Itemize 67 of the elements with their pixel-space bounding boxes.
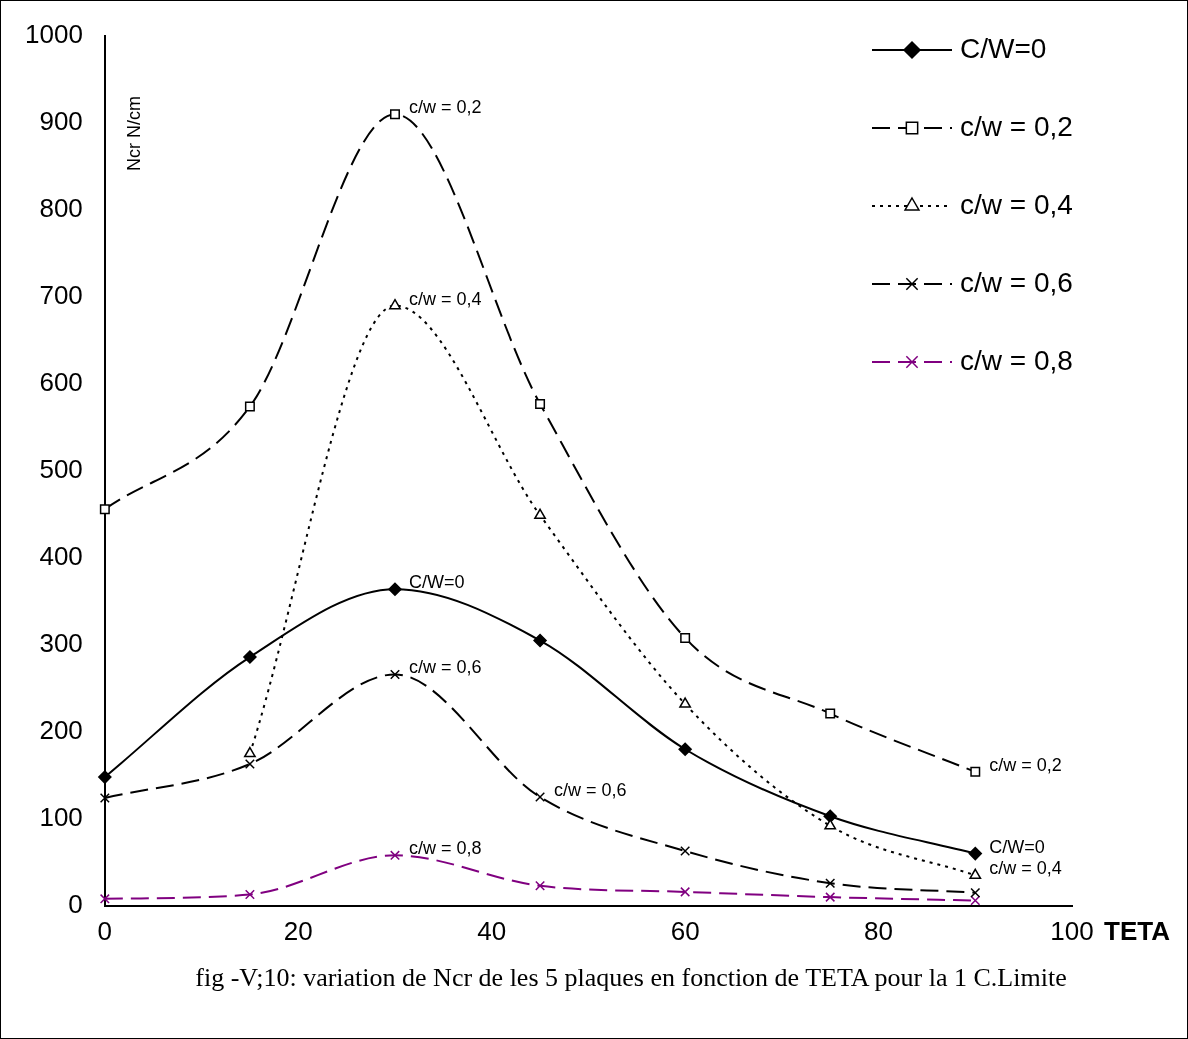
legend-label: C/W=0 — [960, 32, 1047, 64]
point — [825, 878, 836, 889]
point — [535, 880, 546, 891]
x-tick-label: 100 — [1050, 915, 1094, 946]
point — [680, 632, 691, 643]
legend-label: c/w = 0,8 — [960, 344, 1073, 376]
y-tick-label: 700 — [39, 280, 83, 311]
point — [243, 746, 256, 758]
x-axis-title: TETA — [1104, 915, 1171, 946]
point — [970, 887, 981, 898]
point — [535, 398, 546, 409]
annotation: C/W=0 — [989, 836, 1045, 857]
point — [823, 809, 837, 823]
legend-label: c/w = 0,2 — [960, 110, 1073, 142]
legend-label: c/w = 0,4 — [960, 188, 1073, 220]
point — [825, 892, 836, 903]
annotation: c/w = 0,6 — [408, 657, 482, 678]
point — [243, 650, 257, 664]
point — [825, 708, 836, 719]
point — [99, 504, 110, 515]
point — [388, 582, 402, 596]
point — [390, 109, 400, 120]
annotation: C/W=0 — [408, 572, 465, 593]
point — [389, 298, 401, 310]
x-tick-label: 20 — [283, 915, 313, 946]
point — [244, 401, 255, 412]
point — [970, 766, 981, 777]
annotation: c/w = 0,4 — [989, 858, 1062, 879]
point — [680, 886, 691, 897]
point — [969, 868, 982, 880]
y-tick-label: 300 — [39, 628, 83, 659]
x-tick-label: 80 — [864, 915, 894, 946]
x-tick-label: 0 — [97, 915, 113, 946]
x-tick-label: 40 — [477, 915, 507, 946]
annotation: c/w = 0,2 — [408, 97, 482, 118]
annotation: c/w = 0,8 — [408, 838, 482, 859]
y-tick-label: 100 — [39, 801, 83, 832]
point — [390, 850, 400, 861]
point — [244, 759, 255, 770]
y-tick-label: 900 — [39, 106, 83, 137]
annotation: c/w = 0,6 — [554, 780, 627, 801]
x-tick-label: 60 — [670, 915, 700, 946]
point — [99, 792, 110, 803]
point — [968, 846, 983, 861]
point — [678, 742, 692, 756]
annotation: c/w = 0,4 — [408, 288, 482, 309]
point — [679, 697, 692, 708]
point — [680, 846, 691, 856]
y-tick-label: 800 — [39, 193, 83, 224]
point — [98, 770, 112, 784]
y-tick-label: 500 — [39, 454, 83, 485]
y-tick-label: 200 — [39, 715, 83, 746]
legend-label: c/w = 0,6 — [960, 266, 1073, 298]
point — [390, 669, 400, 680]
point — [970, 895, 981, 906]
y-tick-label: 400 — [39, 541, 83, 572]
point — [99, 893, 110, 904]
y-tick-label: 1000 — [25, 19, 83, 50]
y-tick-label: 0 — [68, 888, 83, 919]
y-tick-label: 600 — [39, 367, 83, 398]
annotation: c/w = 0,2 — [989, 754, 1062, 775]
y-axis-title: Ncr N/cm — [123, 96, 144, 171]
text: fig -V;10: variation de Ncr de les 5 plaques en fonction de TETA pour la 1 C.Limite — [194, 962, 1068, 994]
point — [533, 633, 547, 648]
point — [244, 889, 255, 900]
point — [534, 508, 547, 520]
point — [535, 792, 546, 803]
